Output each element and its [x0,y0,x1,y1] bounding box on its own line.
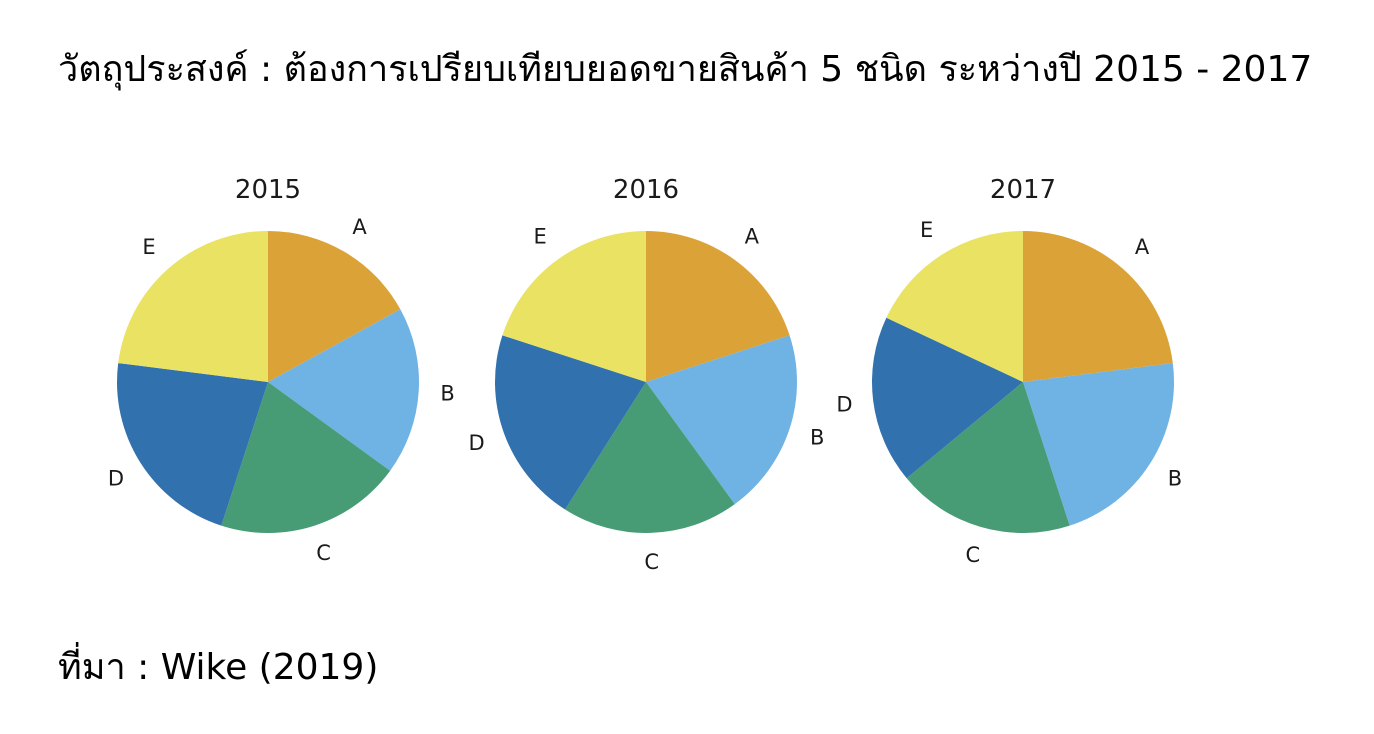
slice-label-D: D [469,431,485,455]
pie-slice-A [268,231,401,382]
pie-slice-D [871,317,1023,479]
pie-slice-D [116,363,269,526]
pie-slice-C [221,382,391,534]
slice-label-B: B [1168,466,1182,490]
pie-chart-2015: 2015 A B C D E [108,175,455,565]
slice-label-C: C [965,543,980,567]
slice-label-E: E [920,218,933,242]
pie-slice-B [268,309,419,471]
pie-chart-2017: 2017 A B C D E [836,175,1182,567]
slice-label-C: C [316,541,331,565]
page-heading: วัตถุประสงค์ : ต้องการเปรียบเทียบยอดขายส… [58,49,1313,90]
pie-slice-A [646,231,790,382]
slice-label-D: D [108,466,124,490]
pie-slice-E [886,231,1023,382]
pie-slice-C [906,382,1070,534]
slice-label-A: A [352,215,367,239]
pie-slice-B [646,335,798,505]
pie-slice-E [502,231,646,382]
pie-title: 2017 [990,175,1056,205]
pie-chart-2016: 2016 A B C D E [469,175,825,574]
slice-label-B: B [810,426,824,450]
slice-label-B: B [440,381,454,405]
slice-label-E: E [534,224,547,248]
slice-label-A: A [745,224,760,248]
pie-title: 2015 [235,175,301,205]
pie-slice-A [1023,231,1173,382]
pie-slice-E [118,231,268,382]
pie-slice-D [495,335,646,510]
source-citation: ที่มา : Wike (2019) [58,647,379,688]
pie-slice-C [565,382,735,533]
slice-label-D: D [836,393,852,417]
slice-label-E: E [142,235,155,259]
pie-title: 2016 [613,175,679,205]
pie-slice-B [1023,363,1175,526]
slice-label-C: C [644,550,659,574]
slice-label-A: A [1135,235,1150,259]
